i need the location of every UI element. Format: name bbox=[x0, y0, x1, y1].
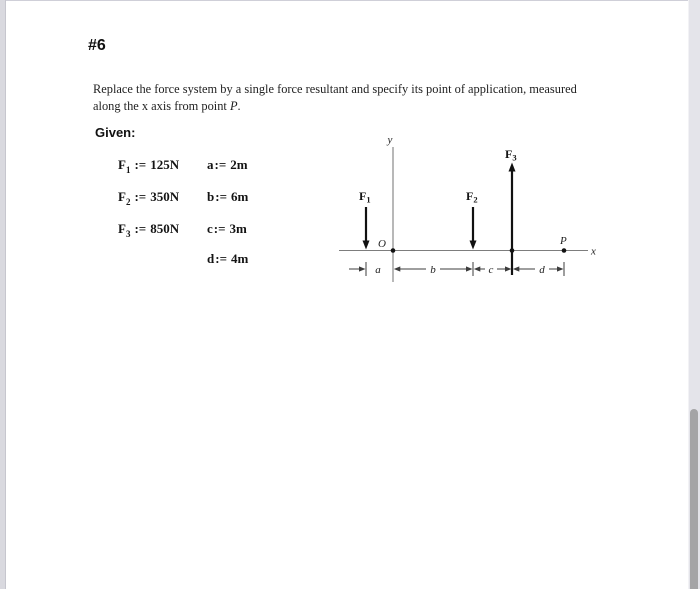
f2-label-sub: 2 bbox=[473, 195, 477, 205]
f2-symbol: F bbox=[118, 189, 126, 204]
dim-a-label: a bbox=[375, 264, 381, 276]
force-diagram-svg: y x F1 F2 F3 O P a b c d bbox=[339, 134, 596, 282]
given-dim-c: c:= 3m bbox=[207, 221, 247, 237]
force-f3-arrowhead-icon bbox=[508, 162, 516, 172]
given-force-f3: F3:= 850N bbox=[118, 221, 179, 239]
f2-subscript: 2 bbox=[125, 196, 131, 207]
f2-assign: := bbox=[134, 189, 147, 204]
dim-a-arrowhead-icon bbox=[359, 266, 366, 272]
dim-a-symbol: a bbox=[207, 157, 214, 172]
f3-label-base: F bbox=[505, 147, 512, 161]
dim-c-label: c bbox=[489, 264, 494, 276]
dim-c-symbol: c bbox=[207, 221, 213, 236]
dim-a-assign: := bbox=[214, 157, 227, 172]
dim-d-symbol: d bbox=[207, 251, 215, 266]
given-force-f1: F1:= 125N bbox=[118, 157, 179, 175]
dim-b-assign: := bbox=[215, 189, 227, 204]
dim-c-assign: := bbox=[213, 221, 226, 236]
dim-d-right-arrowhead-icon bbox=[557, 266, 564, 272]
dim-b-symbol: b bbox=[207, 189, 215, 204]
f3-label-sub: 3 bbox=[512, 153, 516, 163]
given-force-f2: F2:= 350N bbox=[118, 189, 179, 207]
f2-value: 350N bbox=[150, 189, 180, 204]
f3-base-dot bbox=[509, 248, 515, 253]
dim-c-right-arrowhead-icon bbox=[505, 266, 512, 272]
origin-dot bbox=[390, 248, 396, 253]
force-diagram: y x F1 F2 F3 O P a b c d bbox=[336, 132, 600, 288]
f3-value: 850N bbox=[150, 221, 180, 236]
force-f1-arrowhead-icon bbox=[362, 240, 370, 250]
f1-assign: := bbox=[134, 157, 147, 172]
f3-symbol: F bbox=[118, 221, 126, 236]
dim-d-value: 4m bbox=[230, 251, 249, 266]
dim-b-right-arrowhead-icon bbox=[466, 266, 473, 272]
statement-line-1: Replace the force system by a single for… bbox=[93, 82, 577, 96]
force-f1-label: F1 bbox=[359, 189, 371, 205]
page-top-border bbox=[0, 0, 700, 1]
dim-b-label: b bbox=[430, 264, 436, 276]
f1-subscript: 1 bbox=[125, 164, 131, 175]
left-page-margin bbox=[0, 0, 6, 589]
dim-b-value: 6m bbox=[230, 189, 249, 204]
statement-point-p: P bbox=[229, 99, 238, 113]
f1-value: 125N bbox=[150, 157, 180, 172]
given-label: Given: bbox=[95, 125, 136, 140]
given-dim-d: d:= 4m bbox=[207, 251, 248, 267]
dim-b-left-arrowhead-icon bbox=[393, 266, 401, 272]
f3-assign: := bbox=[134, 221, 147, 236]
f1-label-base: F bbox=[359, 189, 366, 203]
given-dim-a: a:= 2m bbox=[207, 157, 248, 173]
scrollbar-thumb[interactable] bbox=[690, 409, 698, 589]
f2-label-base: F bbox=[466, 189, 473, 203]
point-p-label: P bbox=[559, 235, 567, 247]
statement-line-2-post: . bbox=[237, 99, 241, 113]
force-f3-label: F3 bbox=[505, 147, 517, 163]
y-axis-label: y bbox=[387, 134, 393, 146]
problem-number: #6 bbox=[88, 37, 106, 54]
dim-d-left-arrowhead-icon bbox=[512, 266, 520, 272]
origin-label: O bbox=[378, 238, 386, 250]
problem-statement: Replace the force system by a single for… bbox=[93, 81, 577, 115]
statement-line-2-pre: along the x axis from point bbox=[93, 99, 230, 113]
point-p-dot bbox=[561, 248, 567, 253]
f3-subscript: 3 bbox=[125, 228, 131, 239]
force-f2-arrowhead-icon bbox=[469, 240, 477, 250]
statement-line-2: along the x axis from point P. bbox=[93, 98, 577, 115]
force-f2-label: F2 bbox=[466, 189, 478, 205]
dim-c-value: 3m bbox=[229, 221, 247, 236]
f1-label-sub: 1 bbox=[366, 195, 370, 205]
dim-a-value: 2m bbox=[230, 157, 248, 172]
dim-d-label: d bbox=[539, 264, 545, 276]
dim-c-left-arrowhead-icon bbox=[473, 266, 481, 272]
given-dim-b: b:= 6m bbox=[207, 189, 248, 205]
dim-d-assign: := bbox=[215, 251, 227, 266]
f1-symbol: F bbox=[118, 157, 126, 172]
x-axis-label: x bbox=[590, 246, 596, 258]
